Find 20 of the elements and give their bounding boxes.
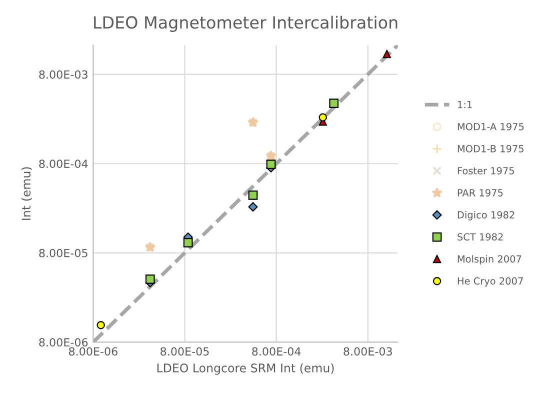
x-tick-label: 8.00E-06 — [68, 347, 118, 356]
legend-label: He Cryo 2007 — [458, 277, 523, 287]
y-tick-label: 8.00E-06 — [39, 338, 88, 347]
y-tick-label: 8.00E-04 — [39, 160, 88, 168]
legend-label: Foster 1975 — [458, 167, 514, 174]
x-axis-title: LDEO Longcore SRM Int (emu) — [157, 363, 334, 375]
legend-label: SCT 1982 — [458, 233, 503, 241]
x-tick-label: 8.00E-05 — [160, 347, 209, 356]
x-tick-label: 8.00E-04 — [252, 347, 301, 356]
legend-label: MOD1-A 1975 — [458, 122, 524, 130]
legend-label: Molspin 2007 — [458, 255, 522, 264]
y-tick-label: 8.00E-03 — [39, 70, 88, 79]
y-axis-title: Int (emu) — [21, 167, 32, 220]
legend-label: Digico 1982 — [458, 210, 514, 220]
y-tick-label: 8.00E-05 — [39, 248, 88, 258]
chart-title: LDEO Magnetometer Intercalibration — [94, 16, 398, 32]
legend-label: MOD1-B 1975 — [458, 145, 524, 152]
legend-label: PAR 1975 — [458, 189, 503, 196]
legend-label: 1:1 — [458, 101, 472, 108]
x-tick-label: 8.00E-03 — [344, 347, 392, 356]
